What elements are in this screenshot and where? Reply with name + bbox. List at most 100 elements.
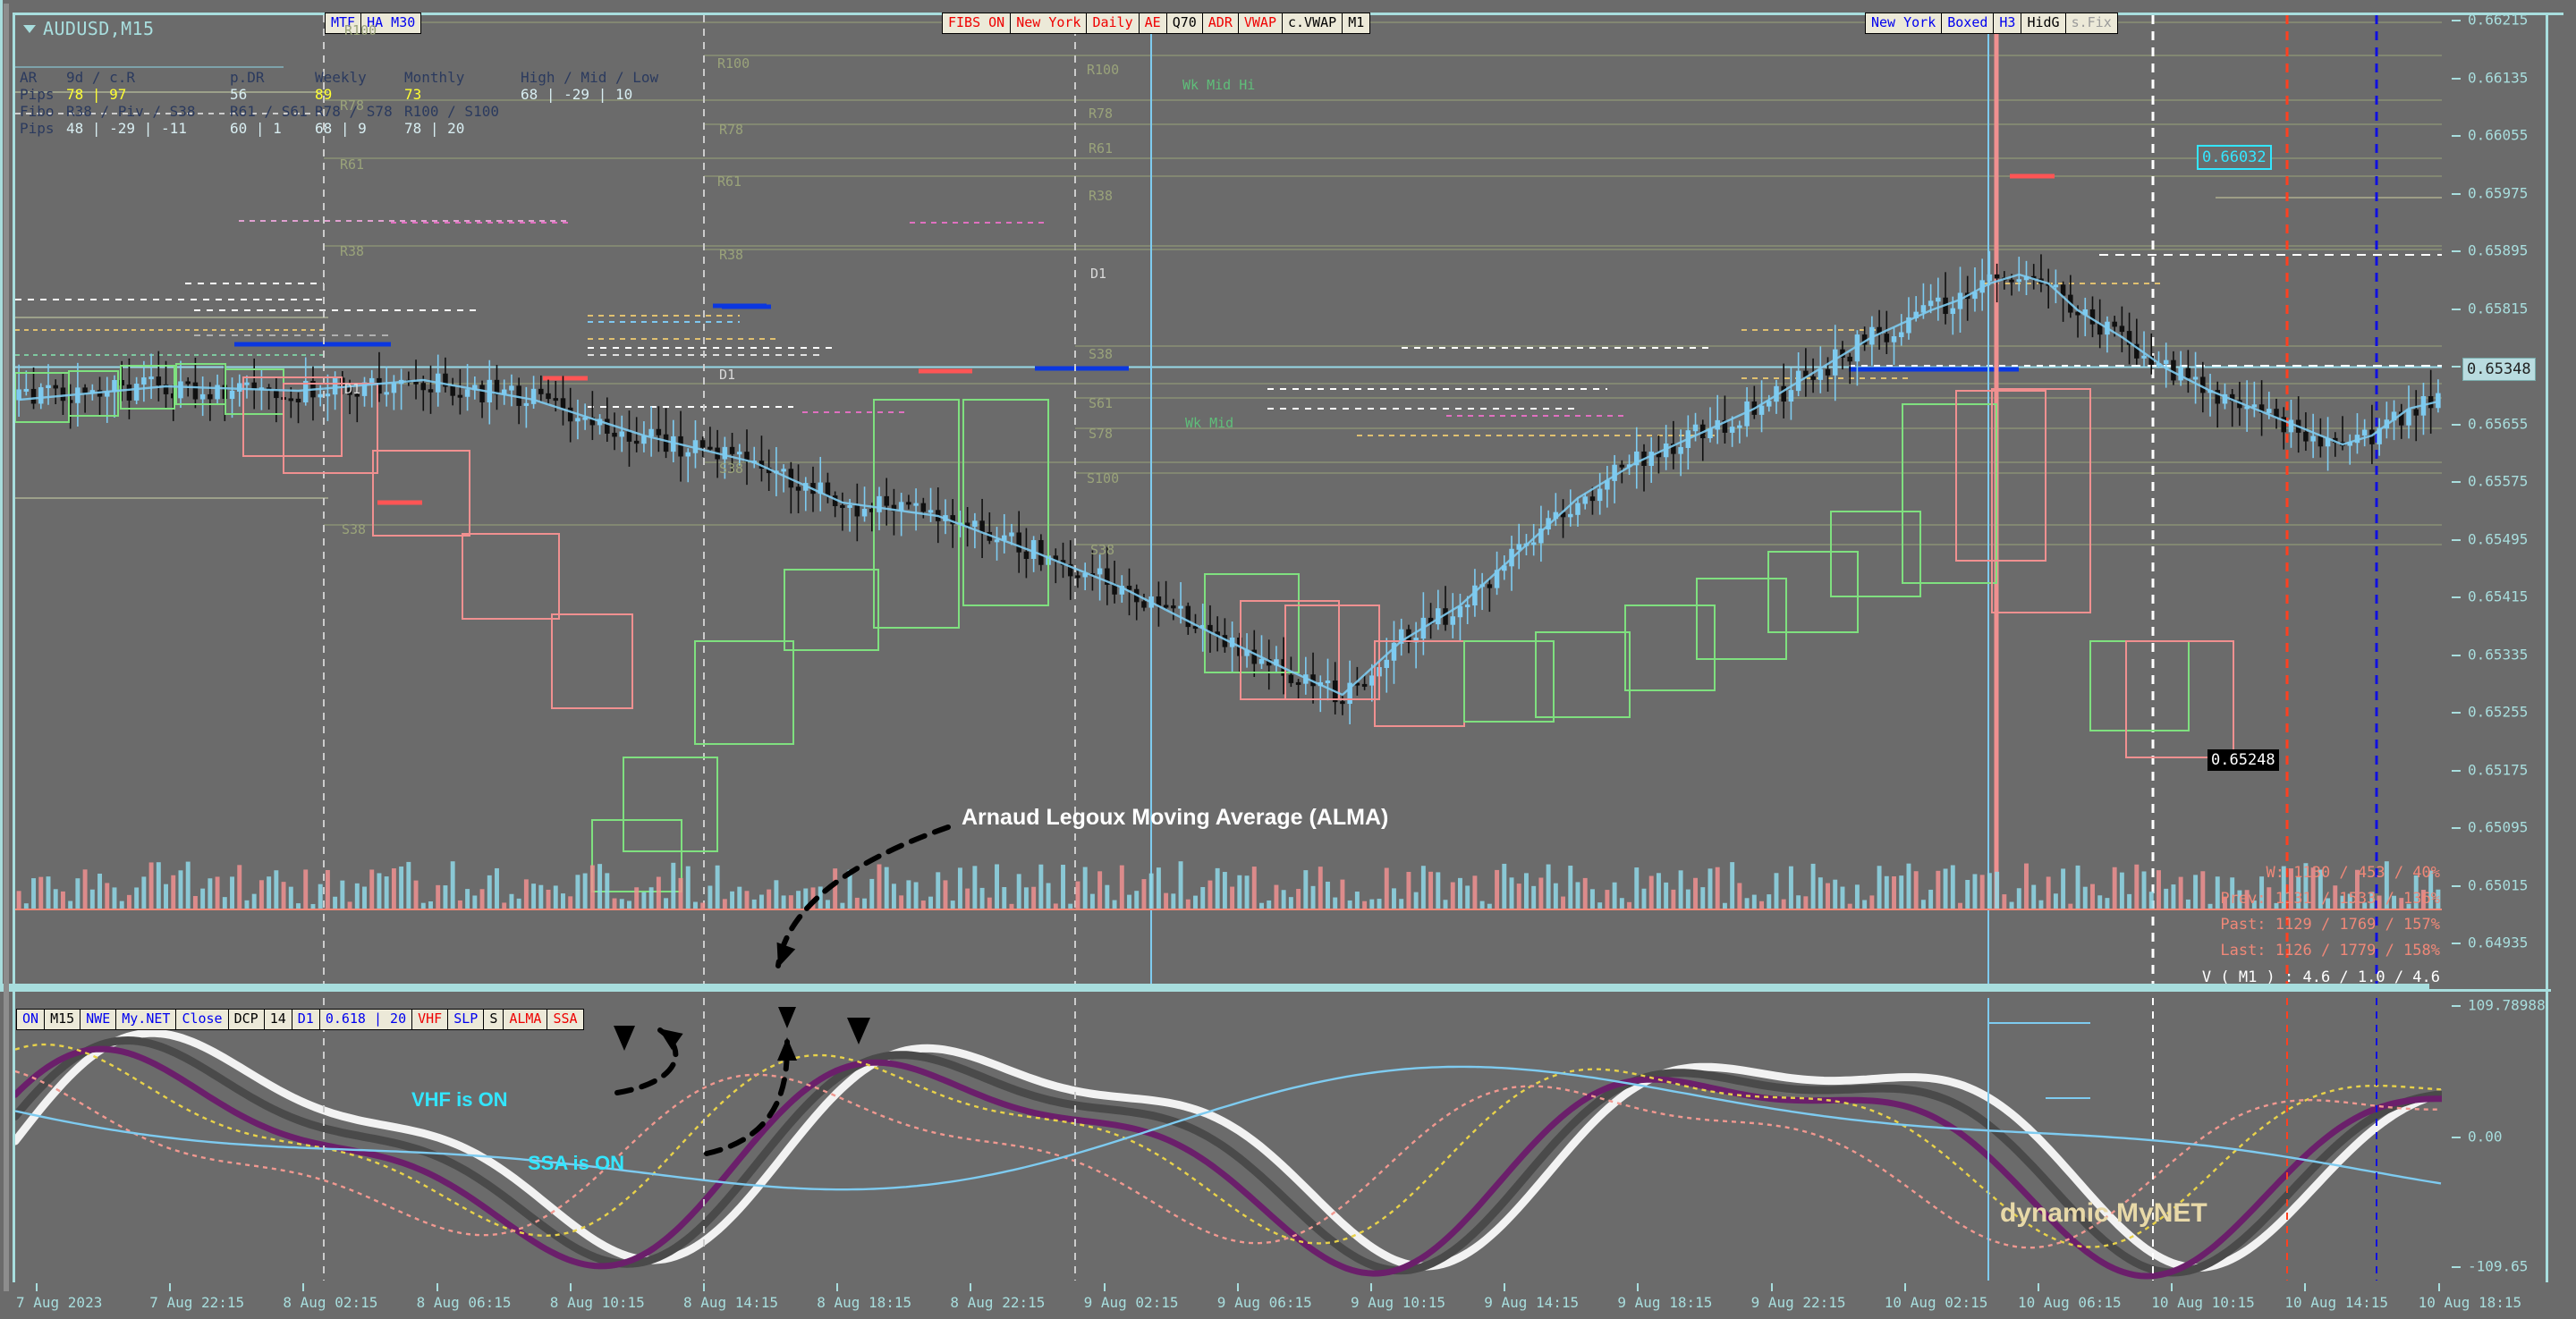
- time-axis-label: 8 Aug 10:15: [549, 1294, 645, 1311]
- toolbar-button-14[interactable]: 14: [263, 1009, 292, 1030]
- toolbar-button-c-vwap[interactable]: c.VWAP: [1282, 13, 1343, 34]
- info-cell: R38 / Piv / S38: [66, 103, 196, 120]
- toolbar-button-adr[interactable]: ADR: [1201, 13, 1239, 34]
- price-axis-label: 0.65175: [2468, 761, 2529, 778]
- mtf-toolbar[interactable]: MTF HA M30: [325, 13, 422, 34]
- toolbar-button-d1[interactable]: D1: [291, 1009, 320, 1030]
- price-axis-tick: [2452, 135, 2461, 137]
- toolbar-button-on[interactable]: ON: [16, 1009, 46, 1030]
- toolbar-button-ae[interactable]: AE: [1138, 13, 1167, 34]
- time-axis-label: 10 Aug 10:15: [2151, 1294, 2255, 1311]
- time-axis-tick: [1504, 1283, 1506, 1291]
- current-price-axis-tag: 0.65348: [2462, 358, 2536, 381]
- indicator-pane-top-border: [0, 986, 2429, 989]
- price-chart-pane[interactable]: [15, 15, 2442, 984]
- price-axis-divider: [0, 0, 3, 984]
- price-axis-tick: [2452, 943, 2461, 944]
- toolbar-button-boxed[interactable]: Boxed: [1941, 13, 1995, 34]
- toolbar-button-nwe[interactable]: NWE: [80, 1009, 117, 1030]
- price-axis-tick: [2452, 192, 2461, 195]
- chart-canvas: [15, 15, 2442, 984]
- toolbar-button-vwap[interactable]: VWAP: [1237, 13, 1283, 34]
- toolbar-button-alma[interactable]: ALMA: [503, 1009, 548, 1030]
- price-axis-label: 0.65575: [2468, 472, 2529, 490]
- price-axis-tick: [2452, 827, 2461, 829]
- toolbar-button-ha-m30[interactable]: HA M30: [360, 13, 422, 34]
- price-axis-label: 0.65495: [2468, 530, 2529, 547]
- price-axis-label: 0.65335: [2468, 646, 2529, 663]
- session-toolbar[interactable]: New York Boxed H3 HidG s.Fix: [1865, 13, 2118, 34]
- time-axis-label: 8 Aug 14:15: [683, 1294, 778, 1311]
- toolbar-button-m1[interactable]: M1: [1342, 13, 1371, 34]
- toolbar-button-q70[interactable]: Q70: [1165, 13, 1203, 34]
- mynet-indicator-pane[interactable]: [15, 998, 2442, 1281]
- toolbar-button-slp[interactable]: SLP: [447, 1009, 485, 1030]
- info-cell: High / Mid / Low: [521, 69, 659, 86]
- fib-level-label: R78: [340, 97, 365, 114]
- toolbar-button-dcp[interactable]: DCP: [227, 1009, 265, 1030]
- time-axis-tick: [1637, 1283, 1640, 1291]
- price-axis-label: 0.64935: [2468, 934, 2529, 951]
- triangle-down-icon[interactable]: [23, 24, 36, 33]
- fib-level-label: R100: [1087, 62, 1120, 78]
- toolbar-button-ssa[interactable]: SSA: [547, 1009, 584, 1030]
- info-cell: 68 | -29 | 10: [521, 86, 633, 103]
- time-axis-label: 9 Aug 14:15: [1484, 1294, 1580, 1311]
- price-axis-tick: [2452, 712, 2461, 714]
- toolbar-button-s-fix[interactable]: s.Fix: [2064, 13, 2118, 34]
- window-edge: [4, 4, 9, 1291]
- toolbar-button-my-net[interactable]: My.NET: [115, 1009, 177, 1030]
- indicator-axis-tick: [2452, 1266, 2461, 1268]
- info-cell: 60 | 1: [230, 120, 282, 137]
- fib-level-label: S61: [1089, 395, 1114, 411]
- fib-level-label: R78: [1089, 106, 1114, 122]
- toolbar-button-new-york[interactable]: New York: [1010, 13, 1088, 34]
- toolbar-button-s[interactable]: S: [483, 1009, 504, 1030]
- fib-level-label: R38: [719, 247, 744, 263]
- indicator-toolbar[interactable]: ON M15 NWE My.NET Close DCP 14 D1 0.618 | 20 VHF S…: [16, 1009, 584, 1030]
- time-axis-tick: [2437, 1283, 2440, 1291]
- chart-pane-bottom-border: [0, 984, 2429, 986]
- toolbar-button-new-york[interactable]: New York: [1865, 13, 1943, 34]
- time-axis-tick: [2171, 1283, 2174, 1291]
- info-cell: 56: [230, 86, 248, 103]
- time-axis-tick: [1770, 1283, 1773, 1291]
- toolbar-button-fibs-on[interactable]: FIBS ON: [942, 13, 1012, 34]
- indicator-canvas: [15, 998, 2442, 1281]
- time-axis-label: 10 Aug 02:15: [1884, 1294, 1988, 1311]
- fib-level-label: R38: [340, 243, 365, 259]
- time-axis[interactable]: 7 Aug 2023 7 Aug 22:15 8 Aug 02:15 8 Aug 06…: [13, 1283, 2563, 1319]
- toolbar-button-hidg[interactable]: HidG: [2021, 13, 2066, 34]
- price-axis-label: 0.65415: [2468, 588, 2529, 605]
- symbol-header[interactable]: AUDUSD,M15: [23, 18, 154, 39]
- price-axis-tick: [2452, 481, 2461, 483]
- toolbar-button-vhf[interactable]: VHF: [411, 1009, 449, 1030]
- price-axis-label: 0.65815: [2468, 300, 2529, 317]
- indicator-axis[interactable]: 109.78988 0.00 -109.65: [2448, 997, 2573, 1281]
- wk-mid-hi-tag: 0.66032: [2197, 145, 2272, 170]
- price-axis[interactable]: 0.66215 0.66135 0.66055 0.65975 0.65895 0.658…: [2448, 12, 2573, 996]
- info-row-label: Pips: [20, 120, 55, 137]
- session-stat-line: Past: 1129 / 1769 / 157%: [2220, 916, 2440, 934]
- indicator-axis-tick: [2452, 1005, 2461, 1007]
- price-axis-label: 0.66055: [2468, 126, 2529, 144]
- toolbar-button-mtf[interactable]: MTF: [325, 13, 362, 34]
- toolbar-button-m15[interactable]: M15: [44, 1009, 81, 1030]
- toolbar-button-0-618-20[interactable]: 0.618 | 20: [318, 1009, 413, 1030]
- time-axis-tick: [970, 1283, 972, 1291]
- time-axis-tick: [436, 1283, 438, 1291]
- volume-stat-line: V ( M1 ) : 4.6 / 1.0 / 4.6: [2201, 968, 2440, 986]
- info-cell: R61 / S61: [230, 103, 308, 120]
- price-axis-label: 0.65255: [2468, 703, 2529, 721]
- info-cell: R100 / S100: [404, 103, 499, 120]
- time-axis-label: 8 Aug 06:15: [416, 1294, 512, 1311]
- toolbar-button-h3[interactable]: H3: [1993, 13, 2022, 34]
- fibs-toolbar[interactable]: FIBS ON New York Daily AE Q70 ADR VWAP c.VWAP M1: [942, 13, 1371, 34]
- session-stat-line: W: 1130 / 453 / 40%: [2266, 864, 2440, 882]
- fib-level-label: R61: [340, 156, 365, 173]
- price-axis-label: 0.65655: [2468, 415, 2529, 432]
- toolbar-button-daily[interactable]: Daily: [1086, 13, 1140, 34]
- info-cell: R78 / S78: [315, 103, 393, 120]
- toolbar-button-close[interactable]: Close: [175, 1009, 229, 1030]
